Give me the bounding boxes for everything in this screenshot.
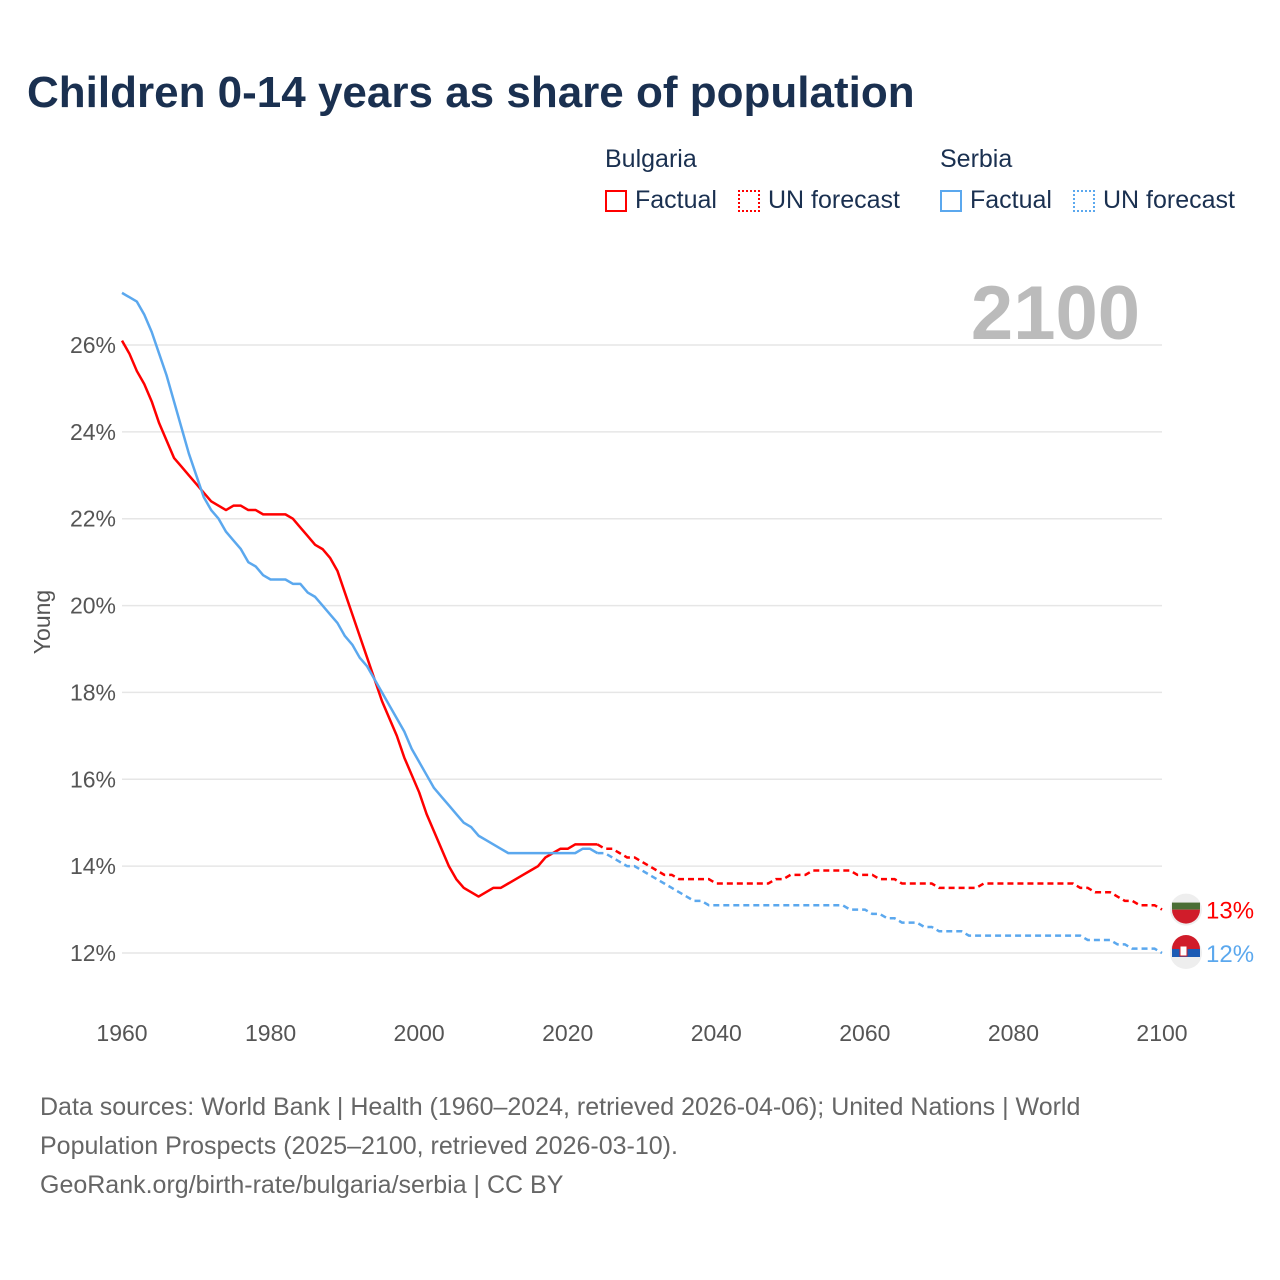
legend-group-serbia: Serbia <box>940 145 1013 173</box>
legend-serbia-factual[interactable]: Factual <box>940 186 1052 215</box>
x-tick-label: 2040 <box>691 1020 742 1046</box>
x-tick-label: 2020 <box>542 1020 593 1046</box>
chart-title: Children 0-14 years as share of populati… <box>27 68 915 117</box>
legend-swatch <box>738 189 760 212</box>
legend-label: Factual <box>635 186 717 214</box>
x-tick-label: 2060 <box>839 1020 890 1046</box>
serbia-end-label: 12% <box>1206 941 1254 968</box>
data-sources: Data sources: World Bank | Health (1960–… <box>40 1093 1081 1160</box>
legend-bulgaria-forecast[interactable]: UN forecast <box>738 186 900 215</box>
bulgaria-end-label: 13% <box>1206 898 1254 925</box>
y-tick-label: 24% <box>70 419 116 445</box>
serbia-coat-of-arms <box>1179 945 1188 957</box>
legend-bulgaria-factual[interactable]: Factual <box>605 186 717 215</box>
x-tick-label: 2100 <box>1136 1020 1187 1046</box>
x-tick-label: 1980 <box>245 1020 296 1046</box>
x-tick-label: 1960 <box>96 1020 147 1046</box>
current-year-label: 2100 <box>970 271 1140 356</box>
legend-serbia-forecast[interactable]: UN forecast <box>1073 186 1235 215</box>
legend-swatch <box>940 189 962 212</box>
y-tick-label: 18% <box>70 679 116 705</box>
legend-swatch <box>605 189 627 212</box>
footer: Data sources: World Bank | Health (1960–… <box>40 1088 1190 1205</box>
attribution-link[interactable]: GeoRank.org/birth-rate/bulgaria/serbia |… <box>40 1171 564 1199</box>
y-tick-label: 14% <box>70 853 116 879</box>
serbia-forecast-line <box>597 851 1163 955</box>
x-tick-label: 2080 <box>988 1020 1039 1046</box>
bulgaria-factual-line <box>120 340 598 898</box>
serbia-factual-line <box>121 291 599 855</box>
y-tick-label: 22% <box>70 506 116 532</box>
bulgaria-flag-green <box>1172 902 1200 910</box>
y-tick-label: 26% <box>70 332 116 358</box>
y-tick-label: 20% <box>70 593 116 619</box>
y-tick-label: 16% <box>70 766 116 792</box>
y-axis-label: Young <box>29 590 55 654</box>
legend-swatch <box>1073 189 1095 212</box>
x-tick-label: 2000 <box>394 1020 445 1046</box>
bulgaria-forecast-line <box>596 843 1163 911</box>
legend-group-bulgaria: Bulgaria <box>605 145 697 173</box>
bulgaria-flag-red <box>1172 909 1200 924</box>
y-tick-label: 12% <box>70 940 116 966</box>
legend-label: Factual <box>970 186 1052 214</box>
serbia-flag-red <box>1172 935 1200 949</box>
legend-label: UN forecast <box>768 186 900 214</box>
legend-label: UN forecast <box>1103 186 1235 214</box>
